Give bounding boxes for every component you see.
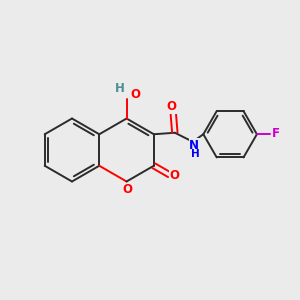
Text: O: O — [167, 100, 177, 113]
Text: F: F — [272, 127, 280, 140]
Text: N: N — [189, 139, 199, 152]
Text: O: O — [130, 88, 140, 101]
Text: O: O — [122, 183, 133, 196]
Text: H: H — [190, 149, 199, 159]
Text: O: O — [170, 169, 180, 182]
Text: H: H — [115, 82, 125, 95]
